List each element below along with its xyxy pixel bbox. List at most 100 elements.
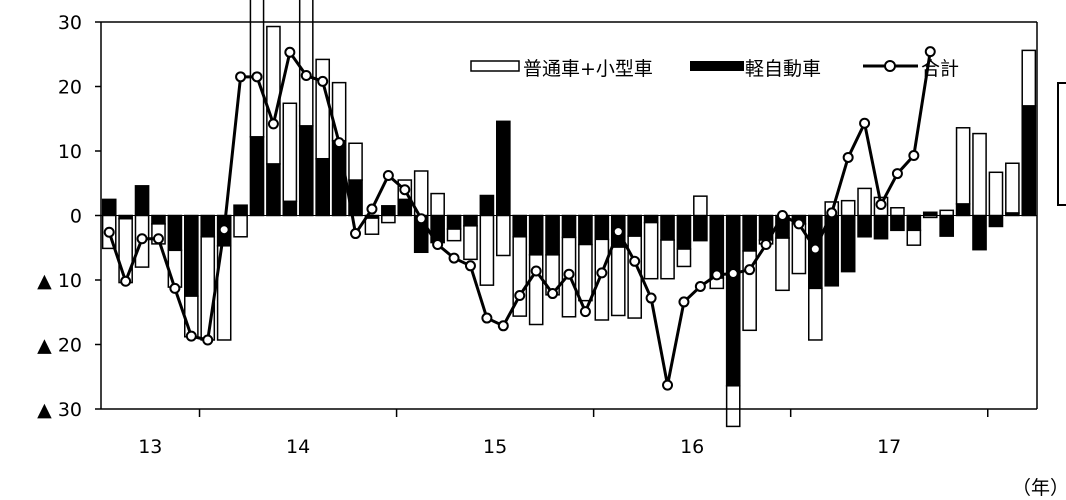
total-marker-25	[514, 289, 526, 301]
bar-futsu-16	[364, 217, 380, 235]
bar-kei-6	[200, 214, 216, 238]
bar-futsu-22	[463, 225, 478, 261]
bar-futsu-6	[200, 236, 216, 341]
bar-kei-54	[988, 214, 1004, 228]
total-marker-38	[727, 268, 739, 280]
total-marker-11	[284, 46, 296, 58]
bar-futsu-35	[676, 248, 692, 268]
y-tick-label-5: ▲ 20	[37, 335, 82, 357]
total-marker-50	[924, 46, 936, 58]
bar-futsu-20	[430, 192, 445, 217]
legend-label-kei: 軽自動車	[745, 58, 821, 80]
legend-swatch-kei	[690, 61, 744, 71]
bar-kei-13	[315, 157, 331, 217]
y-tick-label-3: 0	[70, 206, 82, 228]
bar-kei-47	[873, 214, 889, 240]
y-tick-label-0: 30	[58, 12, 82, 34]
total-marker-13	[317, 75, 329, 87]
bar-futsu-33	[643, 221, 659, 280]
total-marker-2	[136, 233, 148, 245]
x-tick-label-3: 16	[680, 436, 704, 458]
bar-futsu-30	[594, 238, 610, 321]
bar-kei-51	[939, 214, 955, 237]
total-marker-8	[235, 71, 247, 83]
bar-futsu-7	[216, 245, 232, 341]
total-marker-31	[612, 226, 624, 238]
bar-kei-3	[151, 214, 166, 225]
x-tick-label-2: 15	[483, 436, 507, 458]
total-marker-41	[776, 210, 788, 221]
bar-kei-35	[676, 214, 692, 250]
total-marker-3	[152, 233, 164, 245]
bar-futsu-15	[348, 142, 363, 181]
bar-kei-2	[134, 185, 150, 217]
total-marker-49	[908, 150, 920, 162]
bar-kei-30	[594, 214, 610, 241]
total-marker-7	[218, 224, 230, 236]
bar-futsu-55	[1005, 162, 1020, 214]
y-tick-label-1: 20	[58, 77, 82, 99]
total-marker-23	[481, 312, 493, 324]
bar-kei-25	[512, 214, 528, 238]
total-marker-1	[120, 275, 132, 287]
x-tick-label-0: 13	[138, 436, 162, 458]
bar-futsu-49	[906, 229, 922, 246]
bar-futsu-14	[331, 81, 347, 142]
total-marker-5	[185, 330, 197, 342]
bar-kei-34	[660, 214, 675, 241]
bar-futsu-10	[266, 25, 281, 165]
total-marker-35	[678, 296, 690, 308]
total-marker-33	[645, 292, 657, 304]
total-marker-43	[809, 243, 821, 255]
bar-kei-17	[381, 205, 396, 217]
total-marker-47	[875, 199, 887, 211]
total-marker-36	[694, 280, 706, 292]
bar-futsu-4	[167, 249, 183, 288]
total-marker-10	[267, 118, 279, 130]
bar-futsu-24	[496, 214, 511, 257]
bar-kei-33	[643, 214, 659, 224]
bar-kei-37	[709, 214, 725, 279]
total-marker-40	[760, 239, 772, 251]
bar-kei-10	[266, 163, 281, 217]
bar-kei-48	[890, 214, 905, 232]
bar-futsu-17	[381, 214, 396, 224]
bar-kei-39	[742, 214, 757, 252]
bar-kei-28	[561, 214, 577, 239]
bar-kei-14	[331, 139, 347, 217]
bar-futsu-11	[282, 102, 298, 203]
bar-futsu-38	[725, 385, 741, 428]
bar-futsu-36	[693, 195, 708, 217]
bar-kei-9	[249, 136, 265, 217]
total-marker-29	[579, 306, 591, 318]
bar-kei-29	[578, 214, 593, 246]
x-tick-label-4: 17	[877, 436, 901, 458]
bar-kei-22	[463, 214, 478, 227]
bar-futsu-41	[775, 237, 790, 292]
total-marker-39	[744, 264, 756, 276]
bar-futsu-26	[528, 254, 544, 326]
bar-futsu-12	[298, 0, 314, 127]
bar-futsu-43	[808, 287, 823, 341]
total-marker-32	[629, 255, 641, 267]
bar-kei-8	[233, 204, 248, 217]
x-axis-unit-label: （年）	[1012, 477, 1066, 499]
bar-kei-21	[446, 214, 462, 230]
legend-label-futsu: 普通車+小型車	[523, 58, 653, 80]
bar-futsu-31	[610, 246, 626, 317]
bar-futsu-52	[955, 127, 971, 205]
bar-kei-38	[725, 214, 741, 387]
bar-kei-52	[955, 203, 971, 217]
total-marker-4	[169, 282, 181, 294]
bar-futsu-13	[315, 58, 331, 160]
legend: 普通車+小型車 軽自動車 合計	[470, 58, 959, 80]
bar-kei-12	[298, 125, 314, 217]
bar-kei-45	[840, 214, 856, 273]
axes-layer	[95, 21, 1038, 417]
labels-layer: 30 20 10 0 ▲ 10 ▲ 20 ▲ 30 13 14 15 16 17	[37, 12, 901, 458]
total-marker-24	[497, 320, 509, 332]
bar-futsu-53	[972, 132, 987, 217]
bar-futsu-8	[233, 214, 248, 238]
total-marker-6	[202, 334, 214, 346]
